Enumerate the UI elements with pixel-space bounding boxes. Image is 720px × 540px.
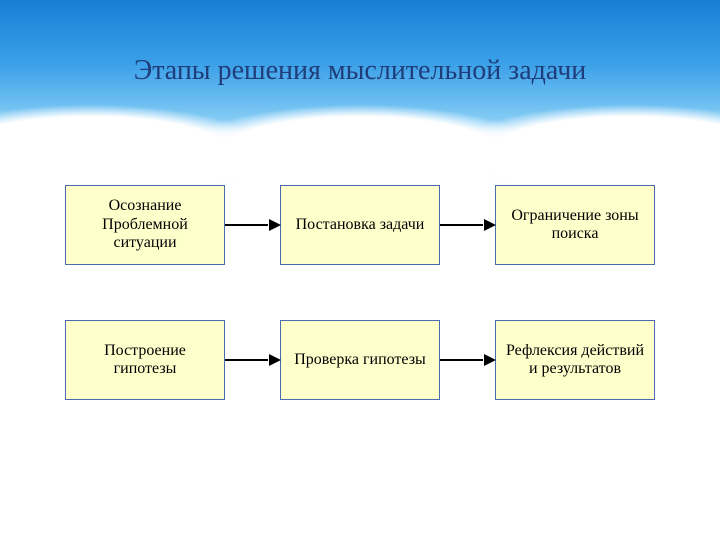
stage-label: Осознание Проблемной ситуации	[74, 197, 216, 252]
arrow-b5-b6	[440, 354, 495, 366]
stage-box-b6: Рефлексия действий и результатов	[495, 320, 655, 400]
arrow-head-icon	[484, 354, 496, 366]
stage-box-b4: Построение гипотезы	[65, 320, 225, 400]
flow-diagram: Осознание Проблемной ситуации Постановка …	[0, 0, 720, 540]
arrow-line	[440, 224, 483, 226]
stage-label: Проверка гипотезы	[294, 351, 426, 369]
stage-label: Построение гипотезы	[74, 342, 216, 379]
arrow-line	[225, 224, 268, 226]
stage-box-b5: Проверка гипотезы	[280, 320, 440, 400]
arrow-head-icon	[484, 219, 496, 231]
stage-label: Постановка задачи	[296, 216, 425, 234]
arrow-b2-b3	[440, 219, 495, 231]
arrow-b4-b5	[225, 354, 280, 366]
arrow-line	[225, 359, 268, 361]
stage-label: Ограничение зоны поиска	[504, 207, 646, 244]
stage-label: Рефлексия действий и результатов	[504, 342, 646, 379]
slide: Этапы решения мыслительной задачи Осозна…	[0, 0, 720, 540]
stage-box-b3: Ограничение зоны поиска	[495, 185, 655, 265]
stage-box-b1: Осознание Проблемной ситуации	[65, 185, 225, 265]
arrow-b1-b2	[225, 219, 280, 231]
stage-box-b2: Постановка задачи	[280, 185, 440, 265]
arrow-head-icon	[269, 219, 281, 231]
arrow-head-icon	[269, 354, 281, 366]
arrow-line	[440, 359, 483, 361]
